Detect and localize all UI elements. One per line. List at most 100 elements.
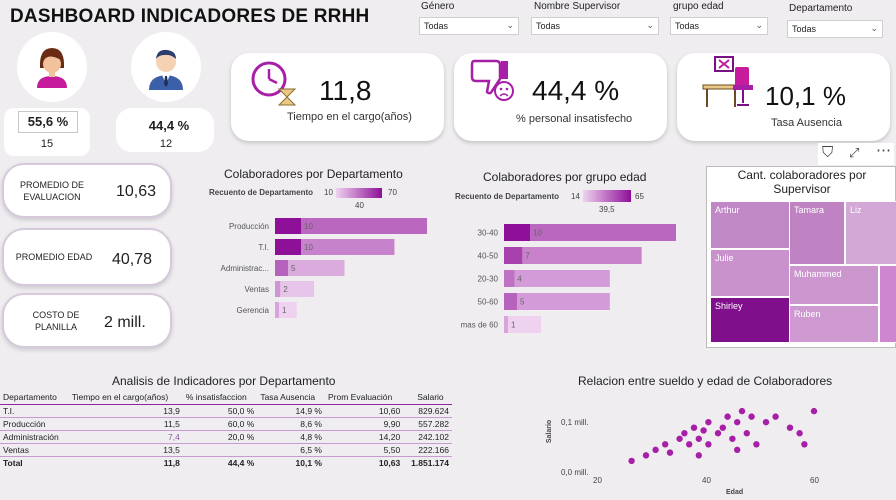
table-cell: 13,9: [68, 404, 183, 418]
kpi-label: % personal insatisfecho: [516, 113, 633, 125]
table-total-row[interactable]: Total 11,8 44,4 % 10,1 % 10,63 1.851.174: [0, 457, 452, 470]
kpi-label: COSTO DE PLANILLA: [32, 310, 80, 332]
bar: [504, 293, 610, 310]
table-header-row: Departamento Tiempo en el cargo(años) % …: [0, 390, 452, 405]
category-label: 50-60: [478, 298, 499, 307]
table-cell: 9,90: [325, 417, 404, 431]
scatter-point: [666, 449, 674, 456]
male-avatar: [131, 32, 201, 102]
scatter-point: [628, 457, 635, 465]
column-header[interactable]: % insatisfaccion: [182, 390, 258, 405]
female-count: 15: [40, 138, 54, 150]
y-axis-label: Salario: [546, 419, 554, 444]
bar: [504, 316, 542, 333]
category-label: 20-30: [478, 275, 499, 284]
legend-title: Recuento de Departamento: [209, 188, 314, 197]
table-cell: 44,4 %: [227, 458, 255, 468]
table-cell: 557.282: [403, 417, 452, 431]
treemap-cell[interactable]: Tamara: [789, 201, 845, 265]
slicer-value: Todas: [536, 21, 561, 31]
table-cell: 4,8 %: [257, 430, 325, 444]
table-cell: 10,1 %: [295, 458, 322, 468]
visual-toolbar: ⛉ ⤢ ⋯: [818, 142, 894, 165]
data-label: 1: [511, 321, 516, 330]
bar-segment: [275, 302, 279, 318]
table-cell: [182, 443, 258, 457]
filter-icon[interactable]: ⛉: [822, 144, 834, 161]
legend-mid: 39,5: [599, 205, 615, 214]
table-cell: Administración: [0, 430, 69, 444]
scatter-point: [748, 413, 755, 420]
kpi-value: 44,4 %: [532, 75, 620, 106]
table-cell: 222.166: [403, 443, 452, 457]
legend-mid: 40: [355, 201, 364, 210]
dept-bars: Producción 10 T.I. 10 Administrac... 5 Ventas 2…: [221, 218, 427, 318]
treemap-cell[interactable]: Julie: [710, 249, 790, 297]
scatter-point: [695, 435, 702, 442]
treemap-cell[interactable]: Muhammed: [789, 265, 879, 305]
treemap-title: Cant. colaboradores por Supervisor: [737, 168, 867, 196]
column-header[interactable]: Salario: [403, 390, 452, 405]
column-header[interactable]: Tiempo en el cargo(años): [68, 390, 183, 405]
table-grid: Departamento Tiempo en el cargo(años) % …: [0, 390, 452, 469]
category-label: Administrac...: [221, 264, 269, 273]
table-row[interactable]: Administración 7,4 20,0 % 4,8 % 14,20 242.102: [0, 430, 452, 444]
legend-title: Recuento de Departamento: [455, 192, 560, 201]
bar: [504, 270, 610, 287]
column-header[interactable]: Tasa Ausencia: [257, 390, 325, 405]
scatter-point: [714, 430, 722, 437]
category-label: Gerencia: [237, 306, 270, 315]
table-row[interactable]: T.I. 13,9 50,0 % 14,9 % 10,60 829.624: [0, 404, 452, 418]
female-avatar: [17, 32, 87, 102]
column-header[interactable]: Prom Evaluación: [325, 390, 404, 405]
y-tick-label: 0,1 mill.: [561, 418, 589, 427]
y-tick-label: 0,0 mill.: [561, 468, 589, 477]
slicer-dropdown[interactable]: Todas ⌄: [419, 17, 519, 35]
treemap-cell[interactable]: Liz: [845, 201, 896, 265]
treemap-cell[interactable]: Arthur: [710, 201, 790, 249]
scatter-point: [762, 418, 770, 426]
kpi-costo-planilla: COSTO DE PLANILLA 2 mill.: [2, 293, 172, 348]
x-axis-label: Edad: [726, 489, 744, 496]
data-label: 10: [533, 229, 542, 238]
category-label: T.I.: [258, 243, 269, 252]
column-header[interactable]: Departamento: [0, 390, 69, 405]
slicer-dropdown[interactable]: Todas ⌄: [787, 20, 883, 38]
bar: [275, 281, 315, 297]
treemap-cell-label: Liz: [850, 205, 862, 215]
scatter-point: [738, 407, 746, 415]
more-options-icon[interactable]: ⋯: [876, 142, 891, 159]
table-cell: 1.851.174: [411, 458, 449, 468]
scatter-point: [700, 427, 707, 434]
table-row[interactable]: Producción 11,5 60,0 % 8,6 % 9,90 557.282: [0, 417, 452, 431]
kpi-label: Tasa Ausencia: [771, 117, 842, 129]
table-cell: 10,60: [325, 404, 404, 418]
kpi-promedio-edad: PROMEDIO EDAD 40,78: [2, 228, 172, 286]
table-cell: 10,63: [378, 458, 401, 468]
slicer-label: Nombre Supervisor: [534, 1, 621, 12]
bar-segment: [275, 239, 301, 255]
legend-min: 10: [324, 188, 333, 197]
focus-mode-icon[interactable]: ⤢: [849, 145, 860, 160]
kpi-value: 10,1 %: [765, 81, 846, 111]
hourglass-clock-icon: [251, 61, 297, 106]
treemap-cell[interactable]: [879, 265, 896, 343]
slicer-dropdown[interactable]: Todas ⌄: [670, 17, 768, 35]
table-row[interactable]: Ventas 13,5 6,5 % 5,50 222.166: [0, 443, 452, 457]
treemap-cell[interactable]: Ruben: [789, 305, 879, 343]
data-label: 5: [291, 264, 296, 273]
scatter-point: [753, 441, 760, 448]
treemap-cell-label: Arthur: [715, 205, 740, 215]
kpi-card-tiempo-cargo: 11,8 Tiempo en el cargo(años): [231, 53, 444, 141]
male-stats-card: 44,4 % 12: [116, 108, 214, 152]
slicer-dropdown[interactable]: Todas ⌄: [531, 17, 659, 35]
bar-segment: [504, 247, 523, 264]
treemap-cell[interactable]: Shirley: [710, 297, 790, 343]
table-cell: 242.102: [403, 430, 452, 444]
empty-desk-icon: [702, 56, 753, 107]
slicer-label: Género: [421, 1, 455, 12]
treemap-cell-label: Tamara: [794, 205, 825, 215]
scatter-title: Relacion entre sueldo y edad de Colabora…: [578, 374, 833, 388]
scatter-plot: [628, 407, 818, 465]
table-cell: 14,9 %: [257, 404, 325, 418]
